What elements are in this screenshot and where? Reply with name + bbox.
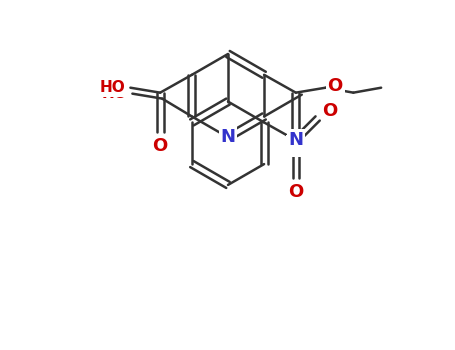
Text: O: O xyxy=(288,183,303,201)
Text: O: O xyxy=(323,102,338,119)
Text: HO: HO xyxy=(101,86,127,101)
Text: O: O xyxy=(328,77,343,95)
Text: N: N xyxy=(288,131,303,149)
Text: HO: HO xyxy=(100,80,126,95)
Text: O: O xyxy=(152,137,168,155)
Text: N: N xyxy=(221,128,236,146)
Text: O: O xyxy=(288,137,303,155)
